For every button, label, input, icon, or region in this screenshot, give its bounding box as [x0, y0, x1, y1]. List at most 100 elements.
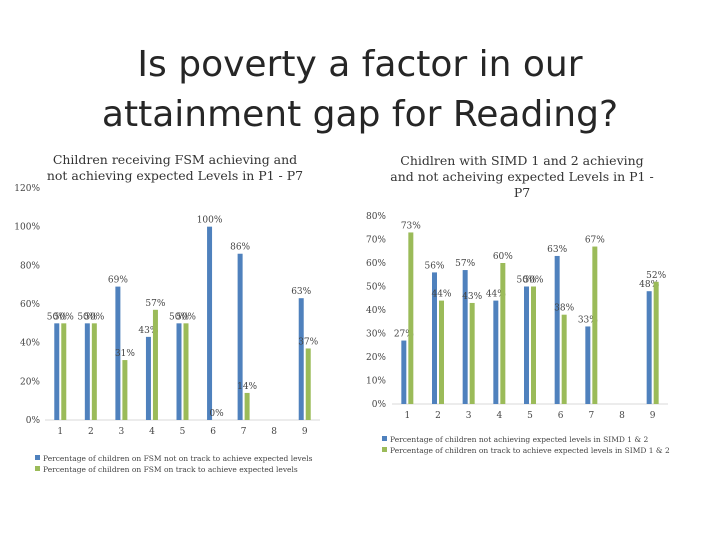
simd-y-tick: 80%	[366, 212, 386, 222]
simd-legend-swatch-1	[382, 436, 387, 441]
slide-title-line-2: attainment gap for Reading?	[101, 94, 619, 135]
simd-data-label: 44%	[486, 290, 506, 300]
slide-title-line-1: Is poverty a factor in our	[137, 44, 583, 85]
simd-bar-s1-4	[493, 300, 499, 404]
fsm-bar-s2-1	[61, 323, 67, 420]
fsm-x-tick: 5	[180, 427, 186, 437]
simd-title-line-3: P7	[514, 185, 530, 200]
fsm-data-label: 86%	[230, 243, 250, 253]
simd-data-label: 50%	[523, 276, 543, 286]
fsm-bar-s2-3	[122, 360, 128, 420]
fsm-data-label: 31%	[115, 349, 135, 359]
simd-bar-s2-9	[653, 281, 659, 404]
fsm-data-label: 50%	[54, 312, 74, 322]
simd-data-label: 63%	[547, 245, 567, 255]
fsm-bar-s1-3	[115, 286, 121, 420]
fsm-x-tick: 9	[302, 427, 308, 437]
fsm-data-label: 50%	[77, 312, 97, 322]
fsm-x-tick: 2	[88, 427, 94, 437]
simd-x-tick: 5	[527, 411, 533, 421]
fsm-bar-s2-7	[244, 392, 250, 420]
simd-x-tick: 4	[496, 411, 502, 421]
fsm-data-label: 50%	[169, 312, 189, 322]
fsm-data-label: 50%	[47, 312, 67, 322]
fsm-bar-s1-5	[176, 323, 182, 420]
fsm-data-label: 43%	[138, 326, 158, 336]
simd-x-tick: 9	[650, 411, 656, 421]
fsm-y-tick: 100%	[14, 223, 40, 233]
simd-y-tick: 20%	[366, 353, 386, 363]
simd-legend-label-2: Percentage of children on track to achie…	[390, 446, 670, 455]
simd-bar-s1-5	[524, 286, 529, 404]
fsm-data-label: 0%	[209, 409, 224, 419]
simd-bar-s2-6	[561, 314, 567, 404]
simd-data-label: 50%	[516, 276, 536, 286]
simd-bar-s1-3	[462, 270, 468, 404]
fsm-y-tick: 80%	[20, 261, 40, 271]
simd-data-label: 57%	[455, 259, 475, 269]
fsm-x-tick: 4	[149, 427, 155, 437]
simd-data-label: 48%	[639, 280, 659, 290]
fsm-y-tick: 20%	[20, 377, 40, 387]
fsm-data-label: 100%	[197, 216, 223, 226]
fsm-bar-s1-4	[145, 336, 151, 420]
simd-x-tick: 8	[619, 411, 625, 421]
fsm-title-line-2: not achieving expected Levels in P1 - P7	[47, 168, 303, 183]
simd-data-label: 44%	[431, 290, 451, 300]
fsm-y-tick: 40%	[20, 339, 40, 349]
fsm-bar-s2-5	[183, 323, 189, 420]
simd-bar-s1-9	[646, 291, 652, 404]
simd-y-tick: 70%	[366, 236, 386, 246]
fsm-legend-label-2: Percentage of children on FSM on track t…	[43, 465, 298, 474]
simd-y-tick: 40%	[366, 306, 386, 316]
simd-x-tick: 2	[435, 411, 441, 421]
simd-bar-s2-7	[592, 246, 598, 404]
fsm-x-tick: 3	[119, 427, 125, 437]
fsm-data-label: 50%	[84, 312, 104, 322]
simd-bar-s2-2	[439, 300, 444, 404]
fsm-y-tick: 0%	[26, 416, 41, 426]
fsm-x-tick: 8	[271, 427, 277, 437]
fsm-data-label: 14%	[237, 382, 257, 392]
simd-data-label: 67%	[585, 236, 605, 246]
fsm-bar-s2-2	[91, 323, 97, 420]
simd-legend-swatch-2	[382, 447, 387, 452]
simd-data-label: 73%	[401, 221, 421, 231]
fsm-y-tick: 120%	[14, 184, 40, 194]
simd-data-label: 38%	[554, 304, 574, 314]
fsm-x-tick: 1	[57, 427, 63, 437]
fsm-y-tick: 60%	[20, 300, 40, 310]
simd-bar-s1-7	[585, 326, 591, 404]
fsm-bar-s1-9	[298, 298, 304, 420]
fsm-data-label: 37%	[298, 337, 318, 347]
simd-bar-s1-1	[401, 340, 407, 404]
simd-x-tick: 7	[588, 411, 594, 421]
simd-title-line-2: and not acheiving expected Levels in P1 …	[390, 169, 653, 184]
simd-y-tick: 10%	[366, 377, 386, 387]
fsm-title-line-1: Children receiving FSM achieving and	[53, 152, 297, 167]
fsm-bar-s2-9	[305, 348, 311, 420]
simd-y-tick: 50%	[366, 283, 386, 293]
fsm-legend-swatch-2	[35, 466, 40, 471]
simd-bar-s1-2	[432, 272, 437, 404]
simd-bar-s2-4	[500, 263, 506, 404]
simd-bar-s2-1	[408, 232, 414, 404]
simd-data-label: 56%	[424, 261, 444, 271]
fsm-bar-s1-6	[207, 226, 213, 420]
simd-data-label: 60%	[493, 252, 513, 262]
fsm-x-tick: 7	[241, 427, 247, 437]
simd-data-label: 52%	[646, 271, 666, 281]
simd-data-label: 43%	[462, 292, 482, 302]
simd-legend-label-1: Percentage of children not achieving exp…	[390, 435, 648, 444]
slide-title: Is poverty a factor in our attainment ga…	[0, 40, 720, 140]
fsm-legend-label-1: Percentage of children on FSM not on tra…	[43, 454, 313, 463]
simd-y-tick: 60%	[366, 259, 386, 269]
fsm-bar-s1-2	[84, 323, 90, 420]
fsm-data-label: 57%	[145, 299, 165, 309]
simd-y-tick: 30%	[366, 330, 386, 340]
simd-data-label: 33%	[578, 315, 598, 325]
fsm-bar-s1-1	[54, 323, 60, 420]
simd-bar-s1-6	[554, 255, 560, 404]
